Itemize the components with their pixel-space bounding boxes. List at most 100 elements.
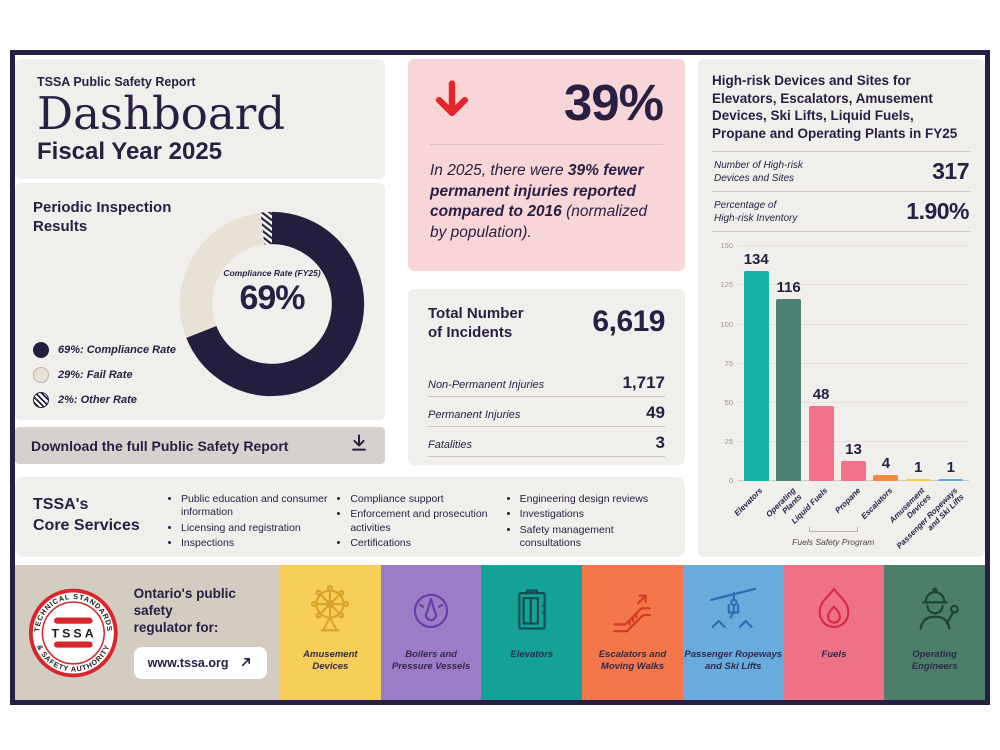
highlight-value: 39% bbox=[563, 74, 664, 131]
high-risk-table: Number of High-risk Devices and Sites 317… bbox=[712, 152, 971, 233]
legend-swatch-cream bbox=[33, 367, 49, 383]
bar-value-label: 116 bbox=[776, 279, 801, 297]
y-tick-label: 75 bbox=[724, 358, 733, 368]
legend-item: 2%: Other Rate bbox=[33, 392, 176, 408]
footer-tile-label: Operating Engineers bbox=[911, 649, 958, 673]
gridline bbox=[738, 284, 969, 286]
header-panel: TSSA Public Safety Report Dashboard Fisc… bbox=[15, 59, 385, 179]
brand-section: TECHNICAL STANDARDS & SAFETY AUTHORITY T… bbox=[15, 565, 280, 700]
bar-value-label: 134 bbox=[743, 251, 769, 269]
highlight-panel: 39% In 2025, there were 39% fewer perman… bbox=[408, 59, 685, 271]
footer-tile-chairlift: Passenger Ropeways and Ski Lifts bbox=[682, 565, 784, 700]
y-tick-label: 0 bbox=[728, 476, 733, 486]
donut-segment-navy bbox=[179, 211, 365, 397]
website-link[interactable]: www.tssa.org bbox=[133, 646, 268, 679]
service-item: Licensing and registration bbox=[181, 522, 328, 535]
elevator-icon bbox=[505, 581, 559, 639]
page-title: Dashboard bbox=[37, 87, 286, 140]
bar-value-label: 1 bbox=[914, 458, 923, 476]
core-services-heading: TSSA's Core Services bbox=[33, 496, 140, 534]
footer-tile-elevator: Elevators bbox=[481, 565, 583, 700]
high-risk-panel: High-risk Devices and Sites for Elevator… bbox=[698, 59, 985, 557]
website-url: www.tssa.org bbox=[147, 655, 229, 670]
inspection-heading: Periodic Inspection Results bbox=[33, 199, 172, 235]
service-item: Inspections bbox=[181, 537, 328, 550]
y-tick-label: 100 bbox=[720, 319, 733, 329]
service-item: Compliance support bbox=[350, 493, 497, 506]
bar-1 bbox=[776, 299, 802, 482]
bar-value-label: 1 bbox=[946, 458, 955, 476]
table-row: Fatalities 3 bbox=[428, 427, 665, 457]
highlight-text: In 2025, there were 39% fewer permanent … bbox=[430, 162, 648, 241]
incidents-total: 6,619 bbox=[592, 305, 665, 338]
inspection-results-panel: Periodic Inspection Results Compliance R… bbox=[15, 183, 385, 420]
row-value: 3 bbox=[655, 432, 665, 452]
compliance-donut-chart bbox=[179, 211, 365, 397]
chairlift-icon bbox=[706, 581, 760, 639]
bar-2 bbox=[808, 406, 834, 482]
footer-tile-pressure-gauge: Boilers and Pressure Vessels bbox=[380, 565, 482, 700]
core-services-panel: TSSA's Core Services Public education an… bbox=[15, 477, 685, 557]
core-services-column-1: Public education and consumer informatio… bbox=[165, 491, 328, 550]
service-item: Safety management consultations bbox=[520, 524, 667, 551]
footer-tile-label: Escalators and Moving Walks bbox=[598, 649, 667, 673]
row-label: Number of High-risk Devices and Sites bbox=[714, 159, 803, 184]
escalator-icon bbox=[606, 581, 660, 639]
donut-legend: 69%: Compliance Rate 29%: Fail Rate 2%: Ot… bbox=[33, 333, 176, 408]
bar-value-label: 48 bbox=[812, 386, 830, 403]
service-item: Engineering design reviews bbox=[520, 493, 667, 506]
footer-tile-label: Boilers and Pressure Vessels bbox=[391, 649, 471, 673]
bar-3 bbox=[841, 460, 866, 482]
row-value: 49 bbox=[646, 402, 665, 422]
report-eyebrow: TSSA Public Safety Report bbox=[37, 75, 196, 89]
footer-tile-label: Fuels bbox=[821, 649, 847, 660]
legend-swatch-hatch bbox=[33, 392, 49, 408]
row-value: 1.90% bbox=[906, 198, 969, 225]
legend-label: 29%: Fail Rate bbox=[58, 369, 133, 381]
divider bbox=[712, 151, 971, 153]
high-risk-title: High-risk Devices and Sites for Elevator… bbox=[712, 73, 958, 141]
pressure-gauge-icon bbox=[404, 581, 458, 639]
y-tick-label: 150 bbox=[720, 241, 733, 251]
legend-item: 29%: Fail Rate bbox=[33, 367, 176, 383]
incidents-panel: Total Number of Incidents 6,619 Non-Perm… bbox=[408, 289, 685, 465]
bar-0 bbox=[743, 271, 769, 482]
worker-icon bbox=[908, 581, 962, 639]
table-row: Permanent Injuries 49 bbox=[428, 397, 665, 427]
page-subtitle: Fiscal Year 2025 bbox=[37, 137, 223, 165]
tssa-logo: TECHNICAL STANDARDS & SAFETY AUTHORITY T… bbox=[28, 588, 118, 677]
download-report-button[interactable]: Download the full Public Safety Report bbox=[15, 427, 385, 464]
donut-center-value: 69% bbox=[239, 279, 305, 317]
gridline bbox=[738, 401, 969, 403]
bar-4 bbox=[873, 474, 899, 482]
row-value: 317 bbox=[932, 158, 969, 185]
legend-label: 69%: Compliance Rate bbox=[58, 344, 176, 356]
divider bbox=[430, 144, 663, 145]
footer-tile-label: Amusement Devices bbox=[303, 649, 358, 673]
footer-tile-flame: Fuels bbox=[783, 565, 885, 700]
y-tick-label: 125 bbox=[720, 280, 733, 290]
download-label: Download the full Public Safety Report bbox=[31, 437, 289, 454]
legend-label: 2%: Other Rate bbox=[58, 394, 137, 406]
gridline bbox=[738, 441, 969, 443]
table-row: Non-Permanent Injuries 1,717 bbox=[428, 367, 665, 397]
row-label: Percentage of High-risk Inventory bbox=[714, 199, 798, 224]
table-row: Number of High-risk Devices and Sites 317 bbox=[712, 152, 971, 193]
row-label: Fatalities bbox=[428, 438, 473, 451]
legend-swatch-navy bbox=[33, 342, 49, 358]
incidents-table: Non-Permanent Injuries 1,717 Permanent Inj… bbox=[428, 367, 665, 457]
gridline bbox=[738, 362, 969, 364]
dashboard-frame: TSSA Public Safety Report Dashboard Fisc… bbox=[10, 50, 990, 705]
flame-icon bbox=[807, 581, 861, 639]
footer-band: TECHNICAL STANDARDS & SAFETY AUTHORITY T… bbox=[15, 565, 986, 700]
row-label: Permanent Injuries bbox=[428, 408, 521, 421]
donut-center: Compliance Rate (FY25) 69% bbox=[207, 268, 337, 318]
y-tick-label: 50 bbox=[724, 397, 733, 407]
down-arrow-icon bbox=[430, 77, 474, 130]
legend-item: 69%: Compliance Rate bbox=[33, 342, 176, 358]
row-label: Non-Permanent Injuries bbox=[428, 378, 545, 391]
footer-tile-ferris-wheel: Amusement Devices bbox=[280, 565, 381, 700]
bar-6 bbox=[938, 478, 964, 482]
ferris-wheel-icon bbox=[303, 581, 357, 639]
service-item: Certifications bbox=[350, 537, 497, 550]
